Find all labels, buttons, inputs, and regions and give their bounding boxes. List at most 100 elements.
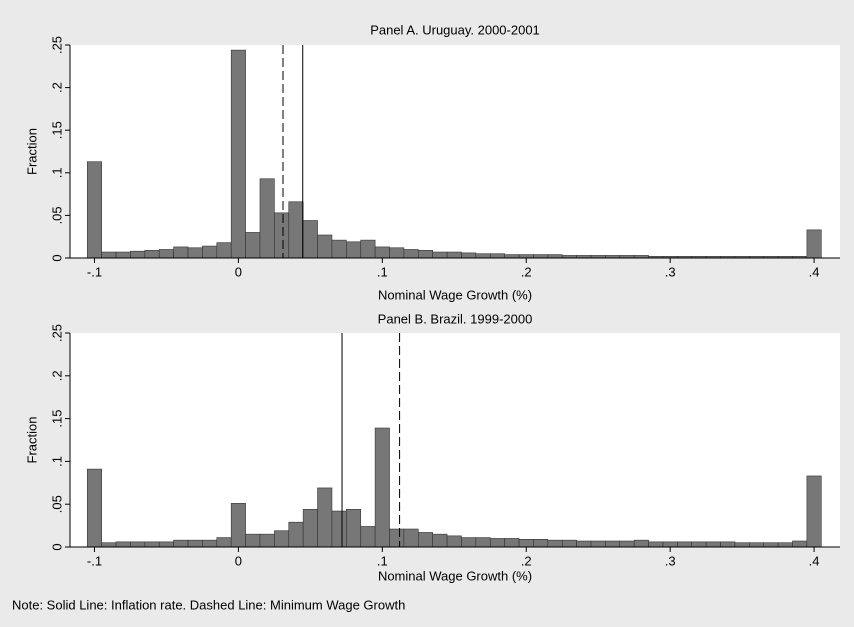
x-tick-label: -.1 [87,553,102,568]
bar [245,232,261,259]
bar [360,239,376,259]
x-tick-label: .1 [377,553,388,568]
bar [274,212,290,259]
bar [302,220,318,259]
x-axis-label: Nominal Wage Growth (%) [378,287,532,302]
bar [547,539,563,548]
bar [259,178,275,259]
bar [475,253,491,259]
x-axis-label: Nominal Wage Growth (%) [378,568,532,583]
bar [374,246,390,259]
bar [389,247,405,259]
y-tick-label: .15 [49,410,64,428]
bar [331,239,347,259]
bar [533,254,549,259]
bar [346,509,362,548]
x-tick-label: .2 [521,264,532,279]
bar [101,542,117,548]
chart-title: Panel A. Uruguay. 2000-2001 [370,22,540,37]
bar [202,539,218,548]
x-tick-label: .4 [809,553,820,568]
plot-area [70,45,840,258]
bar [576,540,592,548]
bar [605,540,621,548]
bar [403,528,419,548]
bar [187,539,203,548]
bar [561,539,577,548]
y-tick-label: .2 [49,370,64,381]
bar [274,530,290,548]
bar [144,250,160,259]
bar [346,241,362,259]
bar [403,249,419,259]
y-tick-label: 0 [49,543,64,550]
y-tick-label: .25 [49,324,64,342]
y-tick-label: .05 [49,495,64,513]
bar [432,251,448,259]
bar [130,250,146,259]
bar [633,539,649,548]
bar [144,541,160,548]
bar [101,251,117,259]
y-tick-label: .1 [49,456,64,467]
x-tick-label: .2 [521,553,532,568]
bar [648,541,664,548]
bar [763,542,779,548]
bar [317,487,333,548]
y-axis-label: Fraction [24,417,39,464]
bar [245,533,261,548]
bar [374,427,390,548]
bar [792,540,808,548]
bar [389,528,405,548]
bar [331,510,347,548]
bar [86,161,102,259]
bar [202,245,218,259]
bar [417,532,433,548]
y-tick-label: .1 [49,167,64,178]
bar [158,249,174,259]
bar [518,538,534,548]
bar [173,246,189,259]
x-tick-label: .3 [665,264,676,279]
note: Note: Solid Line: Inflation rate. Dashed… [12,597,405,612]
bar [288,521,304,548]
bar [446,251,462,259]
plot-area [70,333,840,547]
bar [115,541,131,548]
y-tick-label: .2 [49,82,64,93]
y-tick-label: .15 [49,121,64,139]
bar [489,538,505,548]
bar [590,540,606,548]
bar [504,254,520,259]
bar [720,541,736,548]
bar [677,541,693,548]
bar [130,541,146,548]
y-axis-label: Fraction [24,128,39,175]
x-tick-label: .1 [377,264,388,279]
bar [489,253,505,259]
chart-title: Panel B. Brazil. 1999-2000 [378,311,533,326]
bar [518,254,534,259]
bar [187,247,203,259]
bar [86,468,102,548]
bar [259,533,275,548]
bar [475,537,491,548]
y-tick-label: 0 [49,254,64,261]
bar [691,541,707,548]
x-tick-label: -.1 [87,264,102,279]
bar [230,503,246,548]
x-tick-label: .4 [809,264,820,279]
bar [461,537,477,548]
bar [302,509,318,548]
bar [806,475,822,548]
bar [288,201,304,259]
bar [806,229,822,259]
bar [734,542,750,548]
bar [317,234,333,259]
bar [777,542,793,548]
bar [216,242,232,259]
bar [533,538,549,548]
bar [216,537,232,548]
bar [662,541,678,548]
